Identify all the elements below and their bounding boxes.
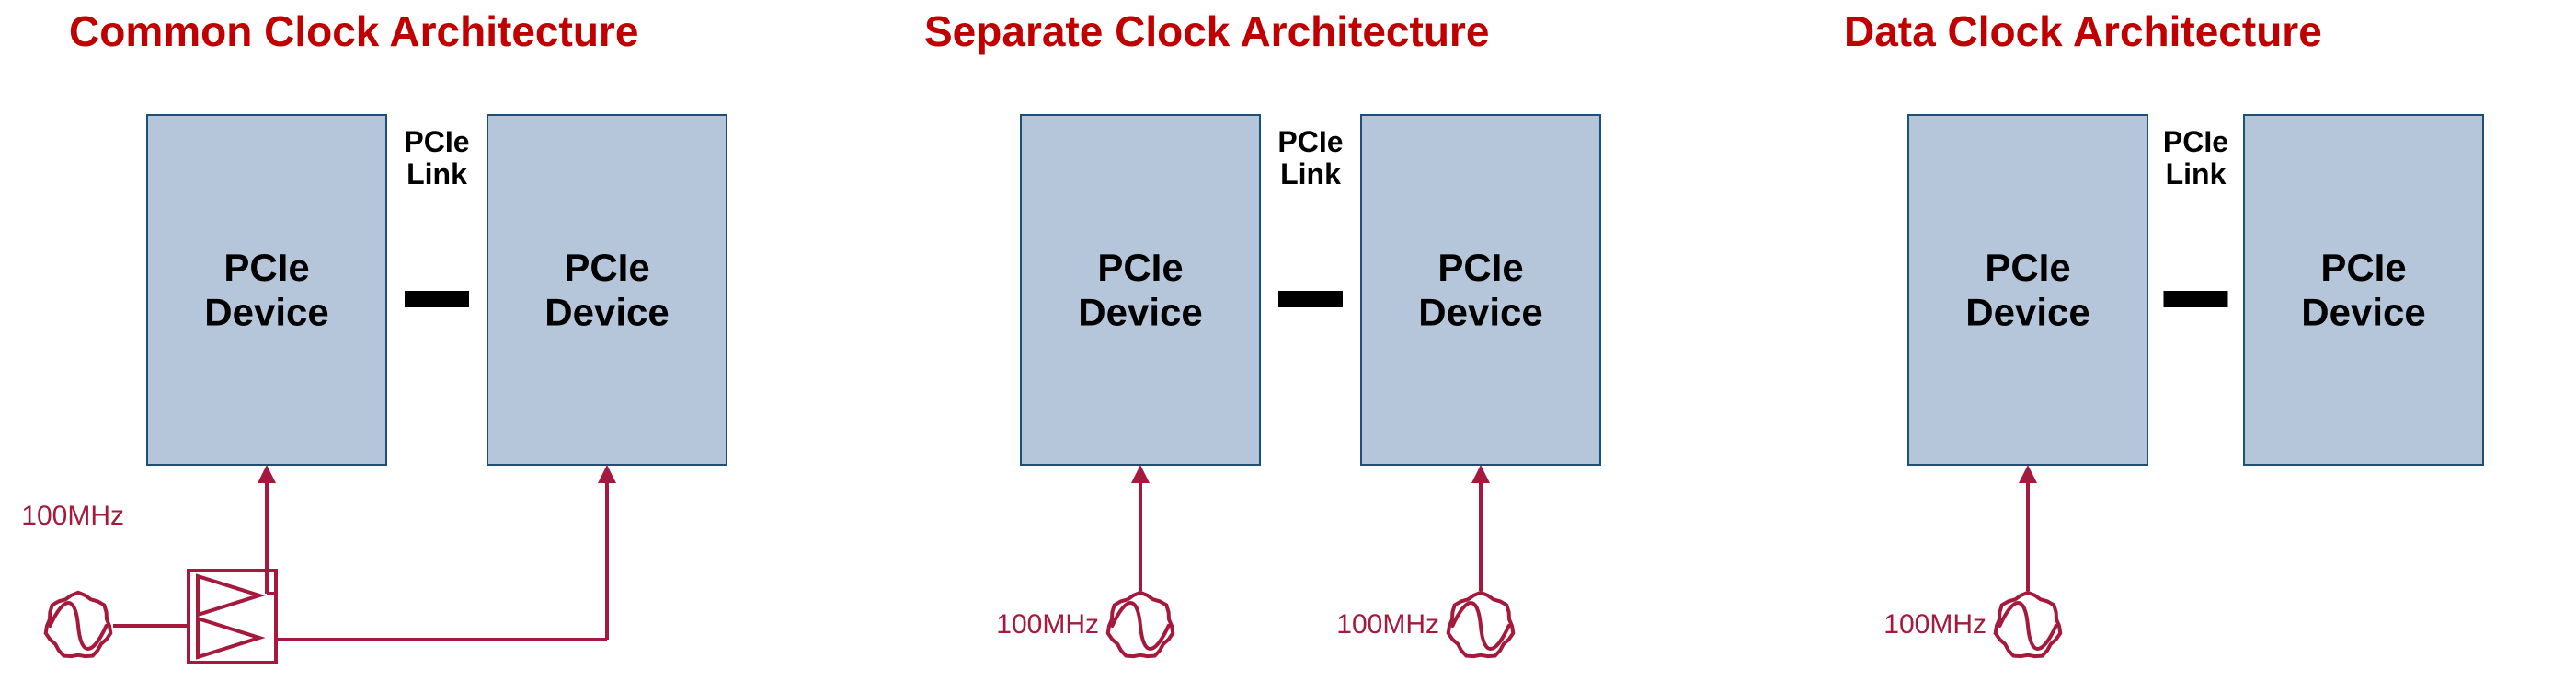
panel-data: Data Clock Architecture PCIeDevice PCIeDev… (1844, 7, 2483, 656)
oscillator-icon (46, 593, 111, 656)
pcie-device-box: PCIeDevice (1021, 115, 1260, 465)
pcie-link: PCIeLink (2163, 125, 2228, 307)
panel-common: Common Clock Architecture PCIeDevice PCIeD… (21, 7, 727, 663)
pcie-device-box: PCIeDevice (2244, 115, 2483, 465)
frequency-label: 100MHz (996, 609, 1099, 640)
frequency-label: 100MHz (21, 501, 124, 531)
pcie-link-bar (405, 291, 469, 307)
pcie-link-bar (1278, 291, 1343, 307)
diagram-root: Common Clock Architecture PCIeDevice PCIeD… (0, 0, 2576, 693)
pcie-device-box: PCIeDevice (487, 115, 727, 465)
pcie-link-label: PCIeLink (2163, 125, 2228, 191)
panel-title: Data Clock Architecture (1844, 7, 2322, 55)
panel-separate: Separate Clock Architecture PCIeDevice PCI… (924, 7, 1600, 656)
frequency-label: 100MHz (1883, 609, 1986, 640)
diagram-svg: Common Clock Architecture PCIeDevice PCIeD… (0, 0, 2576, 693)
oscillator-icon (1108, 593, 1174, 656)
panel-title: Common Clock Architecture (69, 7, 638, 55)
pcie-link: PCIeLink (1277, 125, 1343, 307)
oscillator-icon (1996, 593, 2061, 656)
buffer-triangle-icon (198, 618, 259, 657)
pcie-link: PCIeLink (404, 125, 469, 307)
pcie-link-label: PCIeLink (404, 125, 469, 191)
panel-title: Separate Clock Architecture (924, 7, 1489, 55)
frequency-label: 100MHz (1336, 609, 1439, 640)
pcie-device-box: PCIeDevice (1908, 115, 2147, 465)
buffer-box (189, 571, 276, 663)
pcie-device-box: PCIeDevice (147, 115, 386, 465)
pcie-link-bar (2164, 291, 2228, 307)
pcie-device-box: PCIeDevice (1361, 115, 1600, 465)
oscillator-icon (1448, 593, 1514, 656)
buffer-triangle-icon (198, 576, 259, 615)
pcie-link-label: PCIeLink (1277, 125, 1343, 191)
